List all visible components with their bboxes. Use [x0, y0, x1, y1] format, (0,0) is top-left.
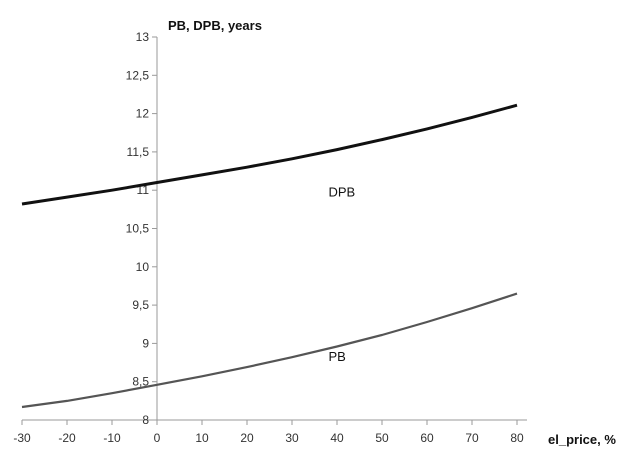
- x-tick-label: -30: [13, 431, 31, 445]
- series-lines: DPB PB: [21, 103, 518, 409]
- y-tick-label: 10: [136, 260, 150, 274]
- y-tick-label: 10,5: [126, 222, 150, 236]
- series-label-pb: PB: [329, 349, 346, 364]
- y-tick-label: 9: [142, 336, 149, 350]
- x-tick-label: 10: [195, 431, 209, 445]
- x-tick-label: 20: [240, 431, 254, 445]
- series-line-dpb: [21, 103, 518, 206]
- y-tick-label: 12: [136, 107, 150, 121]
- x-tick-label: 70: [465, 431, 479, 445]
- y-tick-label: 12,5: [126, 68, 150, 82]
- y-tick-label: 13: [136, 30, 150, 44]
- x-axis-title: el_price, %: [548, 432, 616, 447]
- x-tick-label: 60: [420, 431, 434, 445]
- series-label-dpb: DPB: [329, 185, 356, 200]
- y-axis-title: PB, DPB, years: [168, 18, 262, 33]
- x-tick-label: 50: [375, 431, 389, 445]
- x-tick-label: -20: [58, 431, 76, 445]
- y-tick-label: 8: [142, 413, 149, 427]
- y-tick-label: 8,5: [132, 375, 149, 389]
- x-tick-label: -10: [103, 431, 121, 445]
- series-line-pb: [21, 292, 518, 409]
- x-tick-label: 0: [154, 431, 161, 445]
- x-ticks: -30 -20 -10 0 10 20 30 40 50 60 70 80: [13, 420, 524, 445]
- axes: [22, 37, 527, 421]
- y-tick-label: 9,5: [132, 298, 149, 312]
- x-tick-label: 40: [330, 431, 344, 445]
- x-tick-label: 30: [285, 431, 299, 445]
- x-tick-label: 80: [510, 431, 524, 445]
- y-tick-label: 11,5: [127, 145, 150, 159]
